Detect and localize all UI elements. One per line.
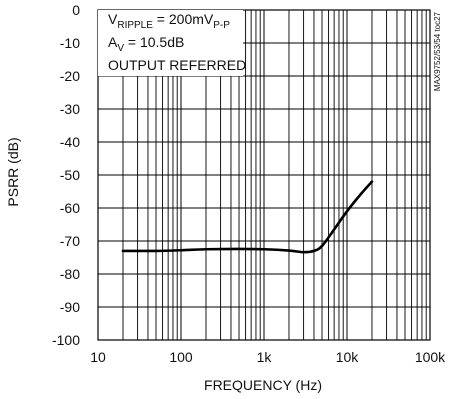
y-tick-label: -50: [60, 167, 80, 183]
plot-frame-rect: [97, 9, 431, 341]
x-tick-label: 10: [90, 349, 106, 365]
x-tick-label: 1k: [257, 349, 273, 365]
x-tick-labels: 10 100 1k 10k 100k: [90, 349, 446, 365]
y-tick-label: -60: [60, 200, 80, 216]
y-tick-label: -30: [60, 101, 80, 117]
y-tick-labels: 0 -10 -20 -30 -40 -50 -60 -70 -80 -90 -100: [52, 2, 80, 348]
x-tick-label: 100k: [415, 349, 446, 365]
y-tick-label: -100: [52, 332, 80, 348]
y-tick-label: -40: [60, 134, 80, 150]
annotation-output-referred: OUTPUT REFERRED: [108, 57, 246, 73]
x-axis-title: FREQUENCY (Hz): [204, 377, 322, 393]
series-line-0: [121, 180, 374, 254]
x-tick-label: 100: [169, 349, 193, 365]
y-tick-label: -80: [60, 266, 80, 282]
annotation-box: [98, 10, 243, 76]
y-tick-label: -70: [60, 233, 80, 249]
y-axis-title: PSRR (dB): [5, 137, 21, 206]
annotation-gain: AV = 10.5dB: [108, 34, 184, 54]
y-tick-label: -20: [60, 68, 80, 84]
y-tick-label: 0: [72, 2, 80, 18]
figure-code: MAX9752/53/54 toc27: [433, 11, 442, 91]
series: [121, 180, 374, 254]
plot-frame: [97, 9, 431, 341]
y-tick-label: -10: [60, 35, 80, 51]
y-tick-label: -90: [60, 299, 80, 315]
annotation-ripple: VRIPPLE = 200mVP-P: [108, 11, 230, 31]
x-tick-label: 10k: [336, 349, 360, 365]
